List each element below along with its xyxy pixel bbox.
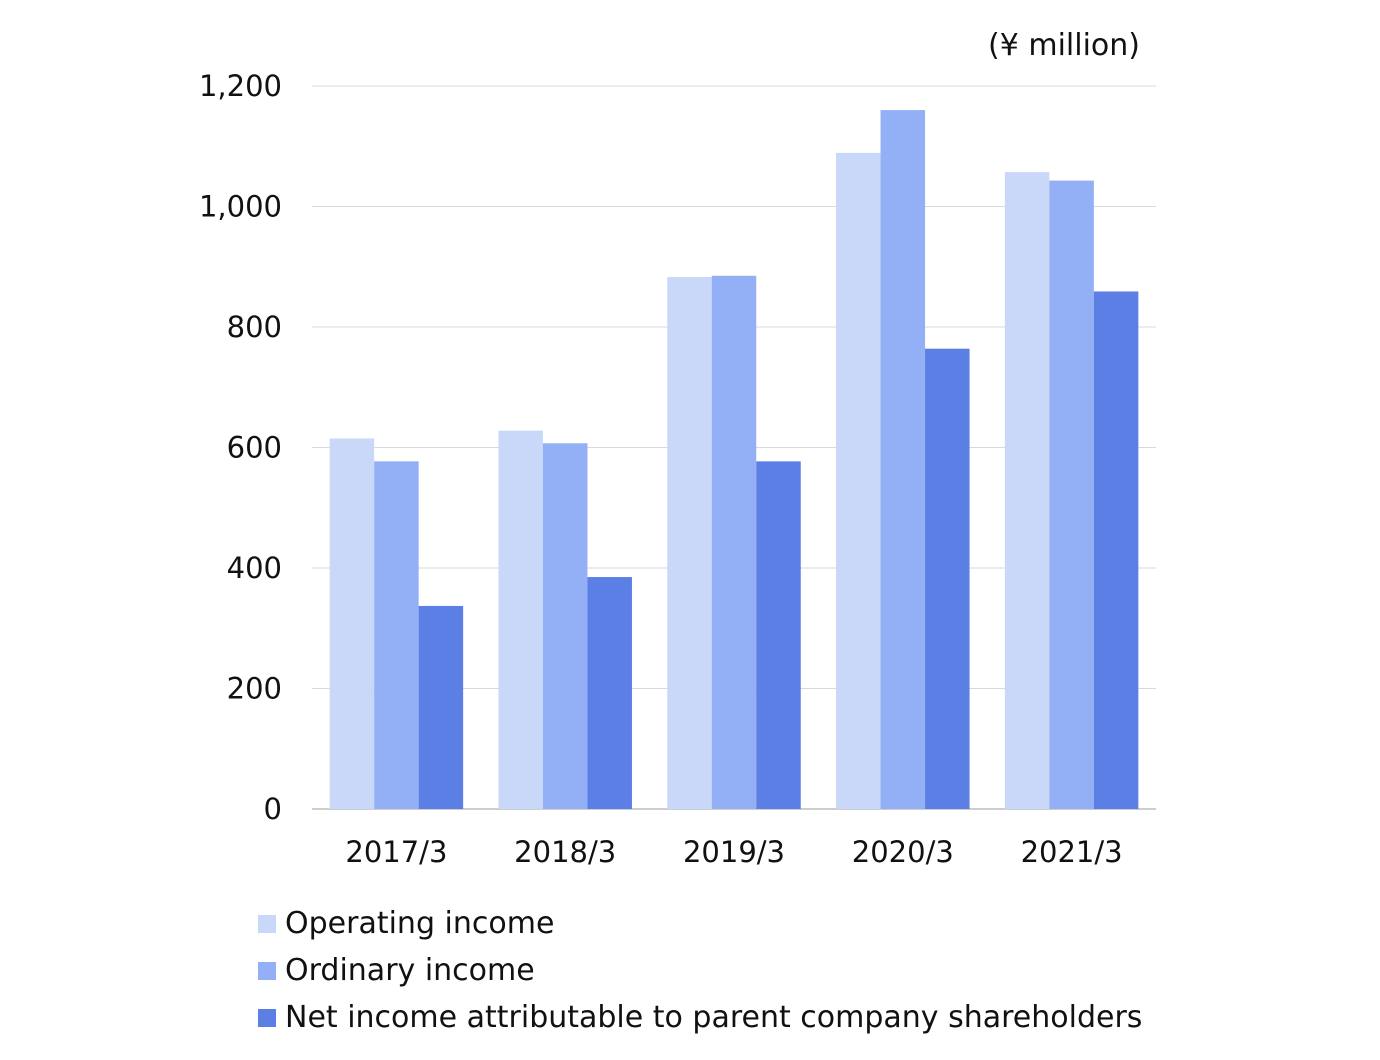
bar-net-income-attributable-to-parent-company-shareholders-2017-3 <box>418 605 464 809</box>
bar-ordinary-income-2020-3 <box>880 110 926 810</box>
bar-ordinary-income-2019-3 <box>711 275 757 810</box>
bar-operating-income-2018-3 <box>498 430 543 809</box>
y-tick-label: 0 <box>264 792 282 826</box>
y-axis-ticks: 0 200 400 600 800 1,000 1,200 <box>199 69 282 826</box>
x-tick-label: 2017/3 <box>345 835 447 869</box>
legend-label: Ordinary income <box>285 953 535 988</box>
bar-operating-income-2019-3 <box>667 276 712 809</box>
y-tick-label: 1,200 <box>199 69 282 103</box>
unit-label: (¥ million) <box>988 28 1140 63</box>
bar-net-income-attributable-to-parent-company-shareholders-2020-3 <box>925 348 970 809</box>
x-tick-label: 2021/3 <box>1021 835 1123 869</box>
y-tick-label: 200 <box>227 672 282 706</box>
bar-operating-income-2020-3 <box>836 152 881 809</box>
bar-ordinary-income-2021-3 <box>1049 180 1094 809</box>
bar-operating-income-2017-3 <box>329 438 375 809</box>
legend-item-net-income: Net income attributable to parent compan… <box>258 994 1142 1041</box>
y-tick-label: 400 <box>227 551 282 585</box>
bars <box>329 110 1139 810</box>
bar-net-income-attributable-to-parent-company-shareholders-2021-3 <box>1093 291 1139 809</box>
bar-ordinary-income-2017-3 <box>374 461 419 809</box>
x-tick-label: 2019/3 <box>683 835 785 869</box>
bar-net-income-attributable-to-parent-company-shareholders-2018-3 <box>587 577 632 809</box>
legend: Operating income Ordinary income Net inc… <box>258 900 1142 1041</box>
legend-swatch <box>258 914 276 933</box>
legend-label: Operating income <box>285 906 555 941</box>
bar-operating-income-2021-3 <box>1004 172 1050 810</box>
legend-swatch <box>258 1008 276 1027</box>
bar-net-income-attributable-to-parent-company-shareholders-2019-3 <box>756 461 801 809</box>
y-tick-label: 800 <box>227 310 282 344</box>
bar-chart: 0 200 400 600 800 1,000 1,200 2017/3 2018/3 2019… <box>199 69 1156 869</box>
y-tick-label: 1,000 <box>199 190 282 224</box>
x-tick-label: 2020/3 <box>852 835 954 869</box>
x-axis-ticks: 2017/3 2018/3 2019/3 2020/3 2021/3 <box>345 835 1122 869</box>
x-tick-label: 2018/3 <box>514 835 616 869</box>
legend-label: Net income attributable to parent compan… <box>285 1000 1143 1035</box>
bar-ordinary-income-2018-3 <box>542 443 588 809</box>
legend-item-operating-income: Operating income <box>258 900 1142 947</box>
legend-item-ordinary-income: Ordinary income <box>258 947 1142 994</box>
y-tick-label: 600 <box>227 431 282 465</box>
legend-swatch <box>258 961 276 980</box>
